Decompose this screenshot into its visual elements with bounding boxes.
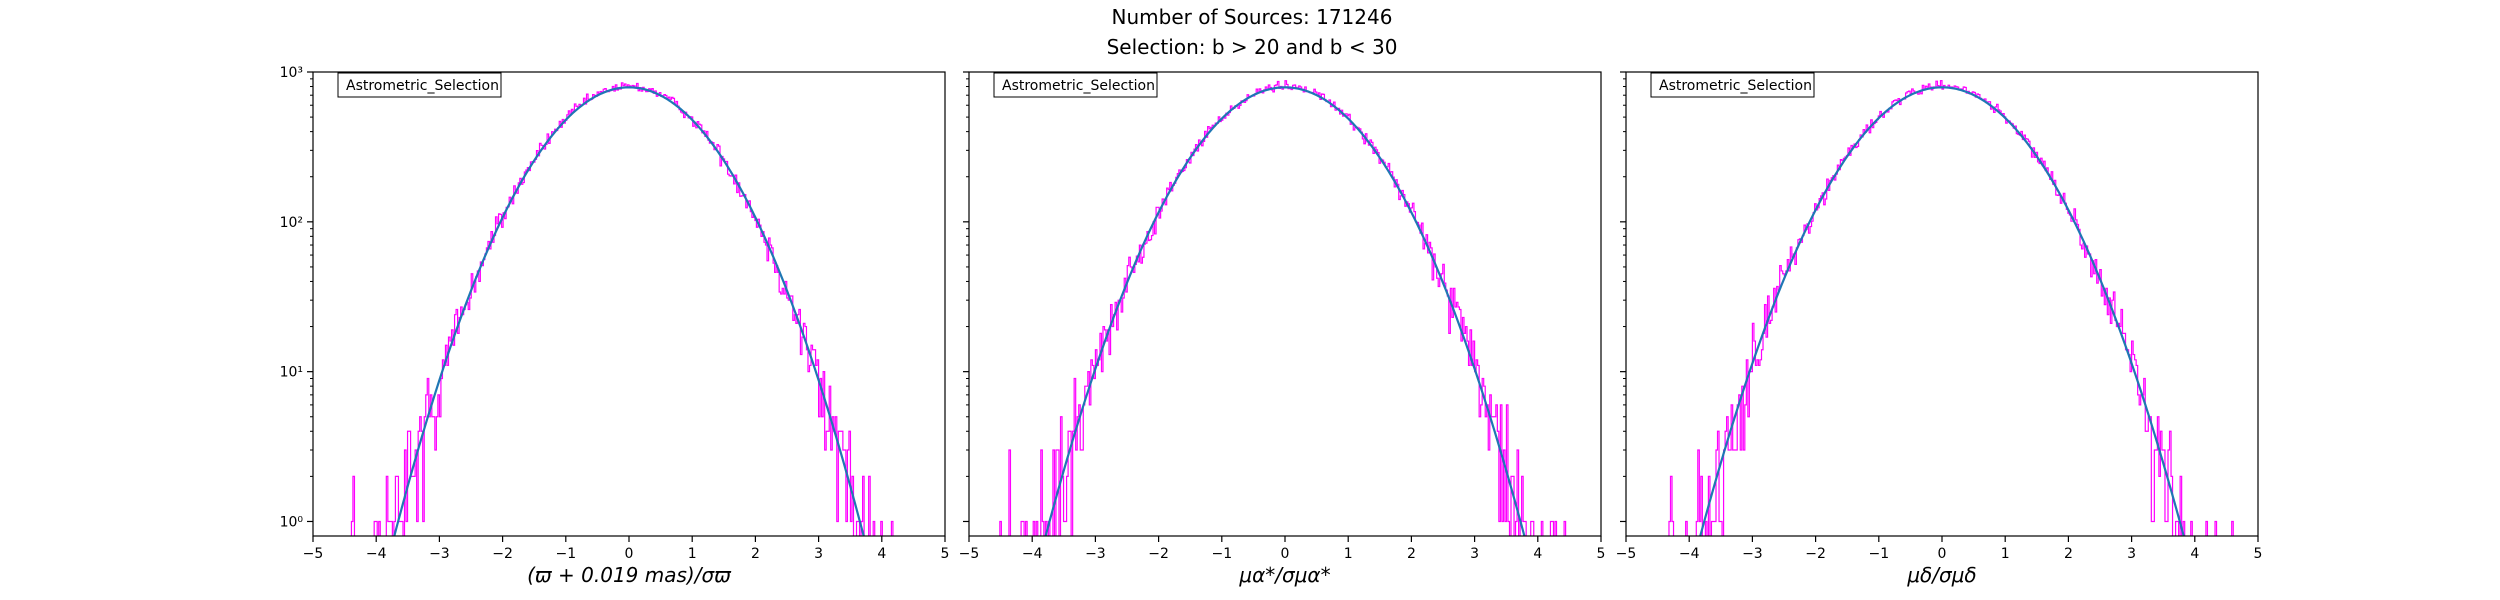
legend-box [993,72,1158,98]
legend-label: Astrometric_Selection [1659,78,1812,94]
x-tick-label: −1 [1868,546,1889,562]
legend: Astrometric_Selection [337,72,502,98]
x-tick-label: −2 [1805,546,1826,562]
legend-label: Astrometric_Selection [1002,78,1155,94]
x-tick-label: −3 [429,546,450,562]
x-tick-label: −4 [1679,546,1700,562]
legend-box [1650,72,1815,98]
x-tick-label: −4 [1022,546,1043,562]
x-tick-label: 2 [751,546,760,562]
x-tick-label: 5 [941,546,950,562]
legend: Astrometric_Selection [1650,72,1815,98]
histogram-series [999,80,1567,536]
x-tick-label: 5 [2254,546,2263,562]
x-tick-label: −1 [555,546,576,562]
figure-title-line2: Selection: b > 20 and b < 30 [1107,35,1398,59]
y-tick-label: 10³ [280,65,303,81]
x-axis-label: (ϖ + 0.019 mas)/σϖ [527,563,732,587]
x-tick-label: −3 [1085,546,1106,562]
x-tick-label: 0 [1281,546,1290,562]
x-tick-label: 3 [814,546,823,562]
x-tick-label: −2 [492,546,513,562]
x-tick-label: 0 [625,546,634,562]
x-tick-label: 1 [1344,546,1353,562]
figure-title-line1: Number of Sources: 171246 [1112,5,1393,29]
histogram-series [350,82,894,536]
x-tick-label: 2 [2064,546,2073,562]
histogram-series [1668,80,2234,536]
x-tick-label: −5 [959,546,980,562]
x-tick-label: 1 [2001,546,2010,562]
model-curve-series [393,86,865,536]
x-tick-label: 5 [1597,546,1606,562]
x-tick-label: 0 [1938,546,1947,562]
x-tick-label: 4 [1533,546,1542,562]
panels-group: −5 −4 −3 −2 −1 0 1 2 3 4 5 10³ 10² 10¹ 10⁰ Astrometric_… [280,65,2263,587]
x-axis-label: μα*/σμα* [1238,563,1330,587]
x-tick-label: −1 [1211,546,1232,562]
panel-pmdec: −5 −4 −3 −2 −1 0 1 2 3 4 5 Astrometric_Selection μδ/… [1616,71,2263,587]
x-tick-label: 3 [2127,546,2136,562]
x-tick-label: −4 [366,546,387,562]
y-tick-label: 10⁰ [280,514,304,530]
x-tick-label: 2 [1407,546,1416,562]
panel-pmra: −5 −4 −3 −2 −1 0 1 2 3 4 5 Astrometric_Selection μα*… [959,71,1606,587]
x-tick-label: 4 [2190,546,2199,562]
panel-parallax: −5 −4 −3 −2 −1 0 1 2 3 4 5 10³ 10² 10¹ 10⁰ Astrometric_… [280,65,950,587]
y-tick-label: 10² [280,215,303,231]
x-axis-label: μδ/σμδ [1906,563,1976,587]
x-tick-label: −5 [303,546,324,562]
model-curve-series [1699,86,2185,536]
y-tick-label: 10¹ [280,365,303,381]
x-tick-label: 3 [1470,546,1479,562]
x-tick-label: 1 [688,546,697,562]
x-tick-label: −2 [1148,546,1169,562]
x-tick-label: −5 [1616,546,1637,562]
x-tick-label: −3 [1742,546,1763,562]
legend: Astrometric_Selection [993,72,1158,98]
legend-label: Astrometric_Selection [346,78,499,94]
model-curve-series [1044,86,1526,536]
legend-box [337,72,502,98]
x-tick-label: 4 [877,546,886,562]
